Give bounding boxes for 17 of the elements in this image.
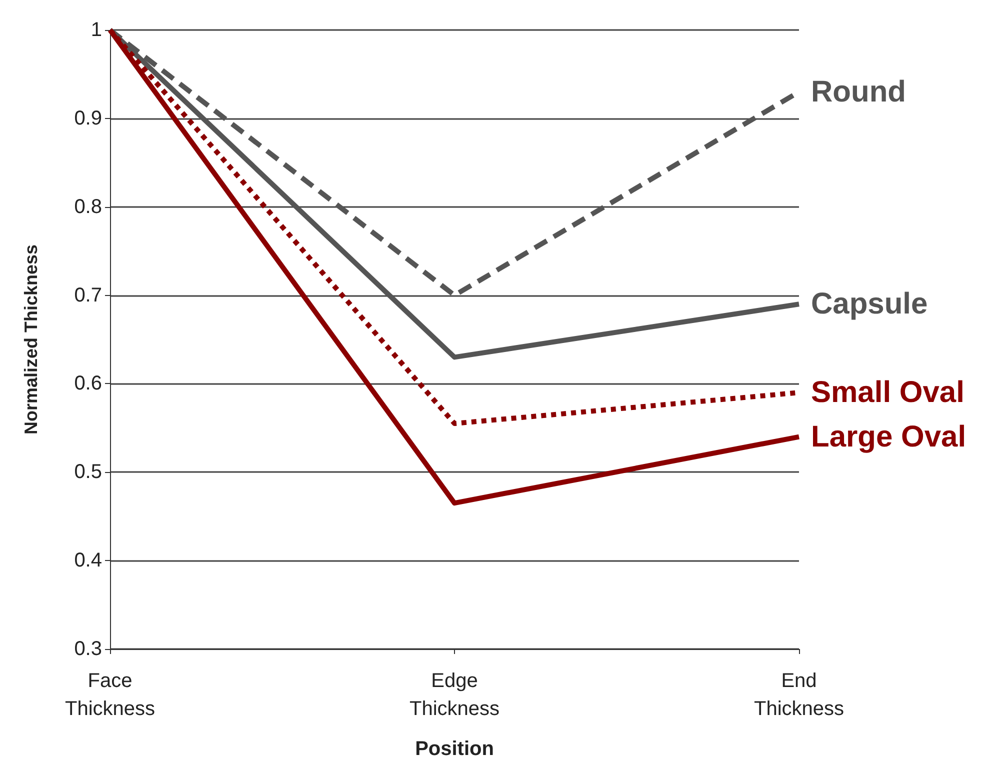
y-tick-label: 0.7 xyxy=(74,284,102,306)
series-label: Large Oval xyxy=(811,420,966,454)
y-tick-label: 0.6 xyxy=(74,372,102,395)
series-label: Capsule xyxy=(811,288,928,321)
x-axis-title: Position xyxy=(415,738,494,760)
y-tick-label: 0.4 xyxy=(74,550,102,572)
y-tick-label: 0.5 xyxy=(74,461,102,484)
series-label: Small Oval xyxy=(811,376,964,410)
y-tick-label: 0.3 xyxy=(74,638,102,660)
y-axis-title: Normalized Thickness xyxy=(21,244,41,435)
x-tick-label: Face Thickness xyxy=(64,670,156,720)
series-label: Round xyxy=(811,75,906,108)
x-tick-label: Edge Thickness xyxy=(409,670,500,720)
y-tick-label: 1 xyxy=(90,19,102,41)
y-tick-label: 0.8 xyxy=(74,196,102,218)
x-tick-label: End Thickness xyxy=(754,670,844,720)
y-tick-label: 0.9 xyxy=(74,107,102,130)
